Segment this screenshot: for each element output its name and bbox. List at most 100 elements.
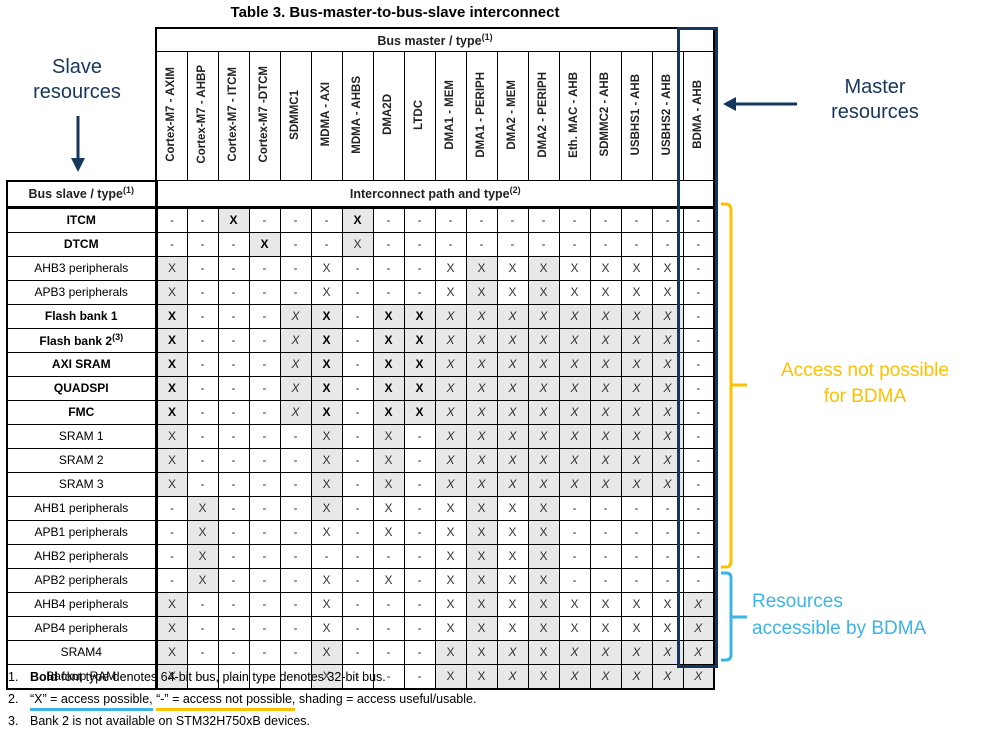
table-title: Table 3. Bus-master-to-bus-slave interco… bbox=[230, 4, 560, 21]
grid-cell: X bbox=[310, 471, 343, 497]
column-header-label: DMA2D bbox=[381, 94, 394, 135]
grid-cell: - bbox=[620, 206, 653, 233]
grid-cell: - bbox=[403, 206, 436, 233]
grid-cell: X bbox=[155, 303, 188, 329]
grid-cell: - bbox=[248, 519, 281, 545]
annotation-line: Resources bbox=[752, 591, 843, 612]
grid-cell: - bbox=[217, 399, 250, 425]
grid-cell: X bbox=[589, 255, 622, 281]
grid-cell: X bbox=[465, 471, 498, 497]
grid-cell: X bbox=[496, 591, 529, 617]
grid-cell: X bbox=[589, 639, 622, 665]
grid-cell: - bbox=[310, 206, 343, 233]
grid-cell: - bbox=[155, 231, 188, 257]
grid-cell: X bbox=[496, 327, 529, 353]
grid-cell: - bbox=[155, 206, 188, 233]
grid-cell: X bbox=[434, 447, 467, 473]
grid-cell: X bbox=[589, 279, 622, 305]
footnote-text: Bank 2 is not available on STM32H750xB d… bbox=[30, 714, 310, 728]
footnote-part: shading = access useful/usable. bbox=[295, 692, 477, 706]
grid-cell: - bbox=[434, 206, 467, 233]
row-label: AXI SRAM bbox=[6, 351, 158, 377]
grid-cell: X bbox=[527, 255, 560, 281]
grid-cell: X bbox=[155, 399, 188, 425]
annotation-line: resources bbox=[33, 81, 121, 103]
grid-cell: X bbox=[496, 543, 529, 569]
row-label: DTCM bbox=[6, 231, 158, 257]
column-header: SDMMC1 bbox=[279, 51, 312, 181]
grid-cell: - bbox=[620, 567, 653, 593]
column-header-label: BDMA - AHB bbox=[691, 80, 704, 149]
annotation-line: resources bbox=[831, 101, 919, 123]
grid-cell: X bbox=[310, 279, 343, 305]
grid-cell: X bbox=[434, 351, 467, 377]
grid-cell: X bbox=[310, 423, 343, 449]
grid-cell: - bbox=[651, 543, 684, 569]
grid-cell: - bbox=[651, 231, 684, 257]
grid-cell: - bbox=[248, 543, 281, 569]
grid-cell: X bbox=[465, 351, 498, 377]
table-row: FMC X - - - X X - X X X X X X X X X X - bbox=[6, 399, 715, 425]
grid-cell: X bbox=[651, 399, 684, 425]
grid-cell: - bbox=[527, 206, 560, 233]
column-header-label: DMA1 - MEM bbox=[443, 79, 456, 150]
grid-cell: X bbox=[310, 327, 343, 353]
grid-cell: X bbox=[372, 447, 405, 473]
grid-cell: X bbox=[434, 255, 467, 281]
column-header-label: Cortex-M7 -DTCM bbox=[257, 66, 270, 163]
grid-cell: - bbox=[403, 255, 436, 281]
grid-cell: X bbox=[527, 519, 560, 545]
grid-cell: X bbox=[434, 471, 467, 497]
grid-cell: X bbox=[186, 543, 219, 569]
bus-slave-header: Bus slave / type(1) bbox=[6, 179, 158, 209]
grid-cell: - bbox=[682, 375, 715, 401]
grid-cell: X bbox=[279, 327, 312, 353]
row-label: AHB3 peripherals bbox=[6, 255, 158, 281]
grid-cell: - bbox=[682, 303, 715, 329]
grid-cell: - bbox=[186, 327, 219, 353]
grid-cell: X bbox=[279, 351, 312, 377]
grid-cell: X bbox=[403, 399, 436, 425]
grid-cell: X bbox=[465, 303, 498, 329]
column-header: Cortex-M7 - AHBP bbox=[186, 51, 219, 181]
grid-cell: X bbox=[465, 615, 498, 641]
grid-cell: - bbox=[341, 495, 374, 521]
grid-cell: X bbox=[496, 471, 529, 497]
column-header: DMA2D bbox=[372, 51, 405, 181]
column-header: USBHS1 - AHB bbox=[620, 51, 653, 181]
grid-cell: - bbox=[558, 519, 591, 545]
grid-cell: - bbox=[341, 519, 374, 545]
grid-cell: - bbox=[248, 495, 281, 521]
column-header: Cortex-M7 - ITCM bbox=[217, 51, 250, 181]
grid-cell: - bbox=[341, 399, 374, 425]
grid-cell: X bbox=[155, 423, 188, 449]
grid-cell: X bbox=[496, 399, 529, 425]
column-header-label: DMA1 - PERIPH bbox=[474, 71, 487, 158]
grid-cell: X bbox=[465, 255, 498, 281]
grid-cell: X bbox=[403, 327, 436, 353]
row-label: Flash bank 2(3) bbox=[6, 327, 158, 353]
grid-cell: X bbox=[527, 543, 560, 569]
grid-cell: X bbox=[496, 567, 529, 593]
grid-cell: X bbox=[527, 495, 560, 521]
grid-cell: X bbox=[372, 375, 405, 401]
table-row: APB2 peripherals - X - - - X - X - X X X X - - - - - bbox=[6, 567, 715, 593]
grid-cell: - bbox=[248, 255, 281, 281]
grid-cell: - bbox=[248, 615, 281, 641]
grid-cell: X bbox=[527, 423, 560, 449]
grid-cell: - bbox=[558, 567, 591, 593]
footnote-number: 1. bbox=[8, 670, 19, 684]
grid-cell: X bbox=[589, 303, 622, 329]
grid-cell: - bbox=[682, 351, 715, 377]
annotation-line: accessible by BDMA bbox=[752, 618, 927, 639]
grid-cell: X bbox=[651, 303, 684, 329]
grid-cell: X bbox=[341, 231, 374, 257]
grid-cell: - bbox=[372, 206, 405, 233]
footnote-part: “X” = access possible, bbox=[30, 692, 153, 711]
grid-cell: - bbox=[682, 567, 715, 593]
grid-cell: X bbox=[434, 279, 467, 305]
header-spacer bbox=[7, 28, 156, 52]
grid-cell: X bbox=[434, 519, 467, 545]
